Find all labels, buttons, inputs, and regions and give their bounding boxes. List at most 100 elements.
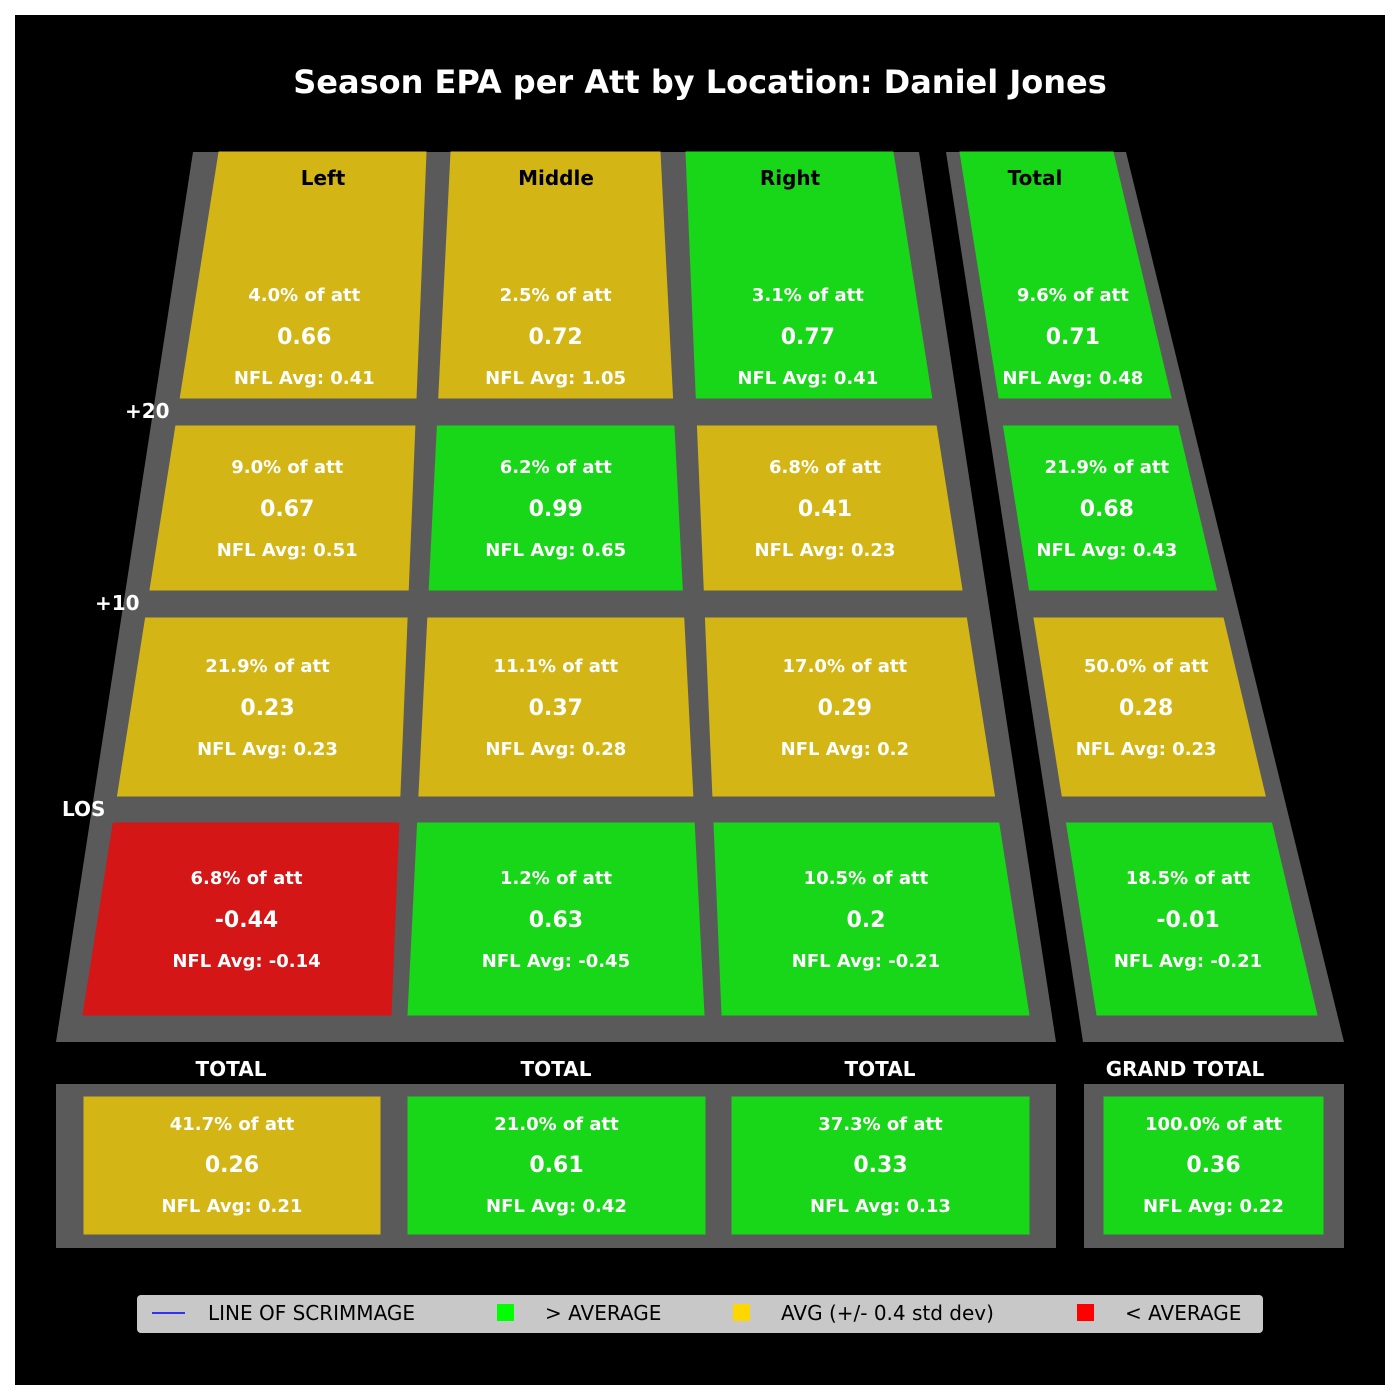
cell-epa-value: 0.41 (798, 497, 852, 522)
column-header: Right (760, 166, 821, 190)
legend-label: > AVERAGE (545, 1301, 661, 1325)
legend-box (137, 1295, 1263, 1333)
total-epa-value: 0.61 (529, 1153, 583, 1178)
cell-pct-label: 50.0% of att (1084, 656, 1209, 677)
cell-epa-value: -0.44 (215, 908, 278, 933)
cell-nfl-avg-label: NFL Avg: 0.41 (737, 368, 878, 389)
totals-header: TOTAL (845, 1057, 916, 1081)
cell-pct-label: 18.5% of att (1126, 868, 1251, 889)
yard-line-label: LOS (62, 797, 105, 821)
zone-cell (418, 617, 694, 797)
cell-epa-value: 0.99 (529, 497, 583, 522)
cell-epa-value: 0.28 (1119, 696, 1173, 721)
cell-nfl-avg-label: NFL Avg: -0.14 (172, 951, 320, 972)
cell-epa-value: 0.77 (781, 325, 835, 350)
cell-pct-label: 21.9% of att (205, 656, 330, 677)
cell-pct-label: 6.8% of att (769, 457, 881, 478)
yard-line-label: +20 (125, 399, 170, 423)
cell-pct-label: 3.1% of att (752, 285, 864, 306)
total-nfl-avg-label: NFL Avg: 0.42 (486, 1196, 627, 1217)
cell-epa-value: 0.68 (1080, 497, 1134, 522)
zone-cell (713, 822, 1030, 1016)
total-pct-label: 100.0% of att (1145, 1114, 1282, 1135)
cell-nfl-avg-label: NFL Avg: 0.65 (485, 540, 626, 561)
cell-epa-value: -0.01 (1156, 908, 1219, 933)
legend-square-marker (497, 1304, 514, 1321)
total-cell (1103, 1096, 1324, 1235)
totals-header: TOTAL (196, 1057, 267, 1081)
total-cell (407, 1096, 706, 1235)
zone-cell (82, 822, 400, 1016)
cell-pct-label: 4.0% of att (248, 285, 360, 306)
cell-pct-label: 21.9% of att (1045, 457, 1170, 478)
zone-cell (438, 151, 674, 399)
zone-cell (428, 425, 683, 591)
zone-cell (685, 151, 933, 399)
total-pct-label: 41.7% of att (170, 1114, 295, 1135)
zone-labels: Left Middle Right Total +20 +10 LOS TOTAL TOTAL T… (62, 166, 1265, 1081)
column-header: Left (301, 166, 346, 190)
zone-cell (1002, 425, 1218, 591)
cell-nfl-avg-label: NFL Avg: 0.23 (1076, 739, 1217, 760)
total-pct-label: 21.0% of att (494, 1114, 619, 1135)
cell-pct-label: 11.1% of att (494, 656, 619, 677)
cell-pct-label: 6.2% of att (500, 457, 612, 478)
yard-line-label: +10 (95, 591, 140, 615)
zone-cell (696, 425, 963, 591)
cell-epa-value: 0.71 (1046, 325, 1100, 350)
cell-pct-label: 10.5% of att (804, 868, 929, 889)
total-nfl-avg-label: NFL Avg: 0.13 (810, 1196, 951, 1217)
total-cell (731, 1096, 1030, 1235)
cell-pct-label: 2.5% of att (500, 285, 612, 306)
total-cell (83, 1096, 381, 1235)
zone-cell (704, 617, 996, 797)
cell-nfl-avg-label: NFL Avg: 0.51 (217, 540, 358, 561)
zone-cell (407, 822, 705, 1016)
column-header: Total (1008, 166, 1063, 190)
cell-pct-label: 17.0% of att (783, 656, 908, 677)
total-epa-value: 0.26 (205, 1153, 259, 1178)
total-nfl-avg-label: NFL Avg: 0.21 (162, 1196, 303, 1217)
zone-cell (179, 151, 427, 399)
cell-epa-value: 0.2 (846, 908, 885, 933)
cell-nfl-avg-label: NFL Avg: 0.28 (485, 739, 626, 760)
cell-epa-value: 0.29 (818, 696, 872, 721)
cell-nfl-avg-label: NFL Avg: 0.23 (755, 540, 896, 561)
zone-cell (1065, 822, 1318, 1016)
cell-pct-label: 9.0% of att (231, 457, 343, 478)
total-epa-value: 0.33 (853, 1153, 907, 1178)
cell-pct-label: 6.8% of att (191, 868, 303, 889)
cell-nfl-avg-label: NFL Avg: 0.23 (197, 739, 338, 760)
total-pct-label: 37.3% of att (818, 1114, 943, 1135)
totals-header: GRAND TOTAL (1106, 1057, 1265, 1081)
legend: LINE OF SCRIMMAGE > AVERAGE AVG (+/- 0.4 s… (152, 1301, 1241, 1325)
total-nfl-avg-label: NFL Avg: 0.22 (1143, 1196, 1284, 1217)
cell-pct-label: 9.6% of att (1017, 285, 1129, 306)
cell-nfl-avg-label: NFL Avg: 0.41 (234, 368, 375, 389)
cell-nfl-avg-label: NFL Avg: 1.05 (485, 368, 626, 389)
cell-epa-value: 0.37 (529, 696, 583, 721)
legend-label: AVG (+/- 0.4 std dev) (781, 1301, 994, 1325)
cell-epa-value: 0.23 (240, 696, 294, 721)
legend-square-marker (733, 1304, 750, 1321)
cell-pct-label: 1.2% of att (500, 868, 612, 889)
zone-cell (1033, 617, 1266, 797)
cell-nfl-avg-label: NFL Avg: -0.21 (792, 951, 940, 972)
cell-nfl-avg-label: NFL Avg: 0.43 (1036, 540, 1177, 561)
cell-nfl-avg-label: NFL Avg: -0.45 (482, 951, 630, 972)
cell-nfl-avg-label: NFL Avg: 0.48 (1002, 368, 1143, 389)
totals-header: TOTAL (521, 1057, 592, 1081)
zone-cells: 4.0% of att 0.66 NFL Avg: 0.41 2.5% of att 0… (82, 151, 1324, 1235)
cell-epa-value: 0.72 (528, 325, 582, 350)
cell-epa-value: 0.63 (529, 908, 583, 933)
cell-epa-value: 0.66 (277, 325, 331, 350)
cell-nfl-avg-label: NFL Avg: 0.2 (781, 739, 909, 760)
legend-label: < AVERAGE (1125, 1301, 1241, 1325)
legend-label: LINE OF SCRIMMAGE (208, 1301, 415, 1325)
zone-cell (959, 151, 1172, 399)
cell-nfl-avg-label: NFL Avg: -0.21 (1114, 951, 1262, 972)
cell-epa-value: 0.67 (260, 497, 314, 522)
zone-cell (149, 425, 416, 591)
legend-square-marker (1077, 1304, 1094, 1321)
total-epa-value: 0.36 (1186, 1153, 1240, 1178)
